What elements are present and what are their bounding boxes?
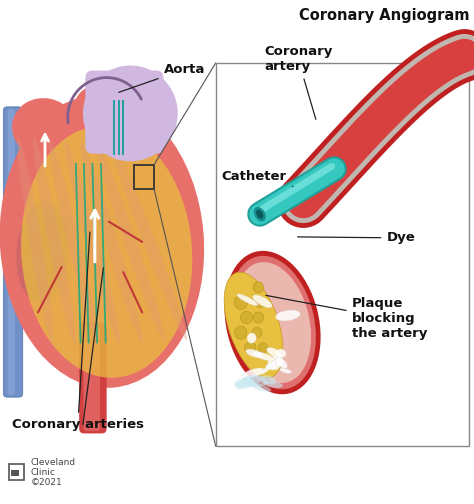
Ellipse shape <box>280 368 292 373</box>
Ellipse shape <box>256 210 264 219</box>
Ellipse shape <box>21 126 192 378</box>
Ellipse shape <box>225 251 320 394</box>
Text: Coronary Angiogram: Coronary Angiogram <box>299 8 469 23</box>
Ellipse shape <box>253 282 264 293</box>
Ellipse shape <box>33 139 76 345</box>
Text: Aorta: Aorta <box>119 63 205 92</box>
Ellipse shape <box>242 368 264 379</box>
Ellipse shape <box>245 342 256 354</box>
Ellipse shape <box>64 140 120 344</box>
Ellipse shape <box>224 272 283 378</box>
Ellipse shape <box>275 357 284 367</box>
Ellipse shape <box>252 328 262 338</box>
Bar <box>14 471 19 476</box>
Ellipse shape <box>263 381 283 388</box>
Ellipse shape <box>250 383 271 392</box>
Text: Cleveland
Clinic
©2021: Cleveland Clinic ©2021 <box>31 458 76 487</box>
Ellipse shape <box>229 256 316 389</box>
Ellipse shape <box>273 355 287 368</box>
Ellipse shape <box>252 351 274 361</box>
Ellipse shape <box>62 337 123 384</box>
Bar <box>134 165 154 189</box>
Ellipse shape <box>234 295 247 309</box>
Ellipse shape <box>236 379 255 390</box>
Ellipse shape <box>275 310 300 321</box>
Ellipse shape <box>96 143 165 341</box>
Ellipse shape <box>240 311 252 324</box>
Ellipse shape <box>0 96 204 388</box>
Ellipse shape <box>253 312 264 323</box>
Text: Dye: Dye <box>298 231 415 244</box>
FancyBboxPatch shape <box>85 71 164 154</box>
Ellipse shape <box>267 359 277 369</box>
FancyBboxPatch shape <box>8 109 15 395</box>
Ellipse shape <box>266 347 283 358</box>
Bar <box>11 470 19 472</box>
Ellipse shape <box>49 139 98 345</box>
FancyBboxPatch shape <box>3 107 23 397</box>
Bar <box>9 464 24 480</box>
Ellipse shape <box>276 349 286 358</box>
Ellipse shape <box>17 202 69 302</box>
Ellipse shape <box>247 333 256 343</box>
Ellipse shape <box>261 375 276 385</box>
FancyBboxPatch shape <box>83 325 100 431</box>
Bar <box>216 63 469 446</box>
Ellipse shape <box>80 141 143 343</box>
Ellipse shape <box>246 349 263 358</box>
Text: Catheter: Catheter <box>222 170 293 186</box>
Ellipse shape <box>235 326 247 339</box>
Text: Plaque
blocking
the artery: Plaque blocking the artery <box>266 295 427 340</box>
Text: Coronary
artery: Coronary artery <box>264 45 332 119</box>
Ellipse shape <box>83 66 178 161</box>
Ellipse shape <box>258 343 268 353</box>
Ellipse shape <box>254 207 266 222</box>
Ellipse shape <box>12 98 78 159</box>
Ellipse shape <box>234 262 311 383</box>
Ellipse shape <box>261 359 279 374</box>
Ellipse shape <box>266 363 279 370</box>
FancyBboxPatch shape <box>79 323 107 433</box>
Ellipse shape <box>237 294 258 305</box>
Ellipse shape <box>253 295 272 308</box>
Ellipse shape <box>18 138 54 346</box>
Text: Coronary arteries: Coronary arteries <box>12 232 144 431</box>
Ellipse shape <box>111 144 187 340</box>
Ellipse shape <box>242 375 268 387</box>
Bar <box>11 471 16 476</box>
Ellipse shape <box>255 297 264 307</box>
Ellipse shape <box>73 83 130 134</box>
Ellipse shape <box>234 376 262 387</box>
